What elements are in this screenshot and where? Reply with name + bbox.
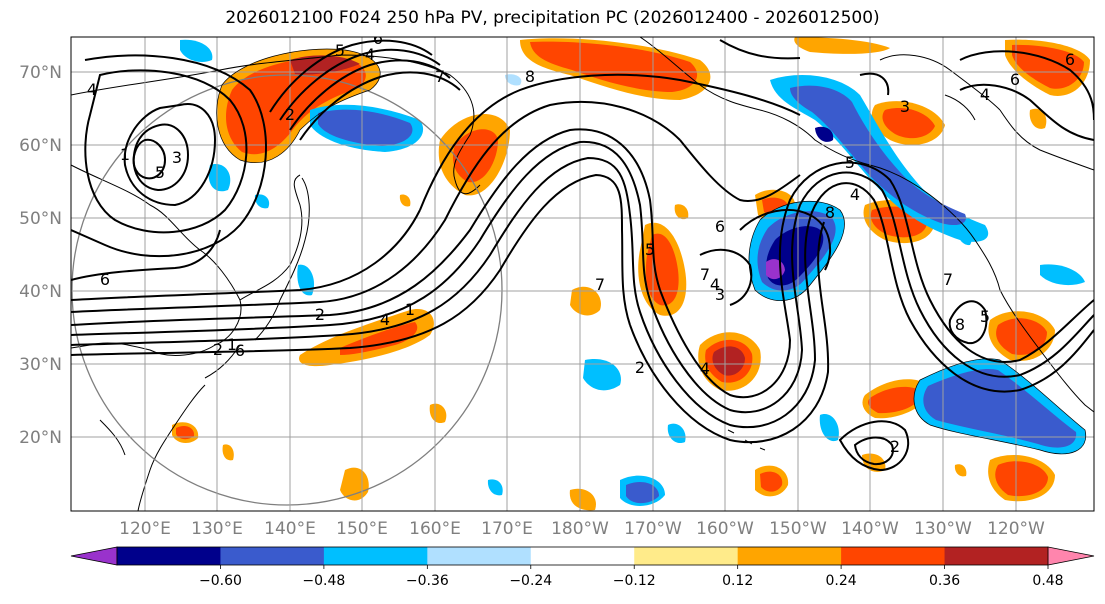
lon-label: 140°E <box>264 519 316 539</box>
pv-contour-label: 4 <box>850 185 860 204</box>
latitude-labels: 70°N 60°N 50°N 40°N 30°N 20°N <box>19 63 62 448</box>
pv-contour-label: 5 <box>645 240 655 259</box>
pv-contour-label: 4 <box>380 310 390 329</box>
lon-label: 170°W <box>624 519 682 539</box>
colorbar-tick-label: 0.48 <box>1032 573 1063 589</box>
pv-contour-label: 5 <box>980 307 990 326</box>
colorbar-tick-label: −0.48 <box>302 573 345 589</box>
pv-contour-label: 3 <box>900 97 910 116</box>
precip-outlines <box>216 48 1087 455</box>
pv-contour-label: 7 <box>700 265 710 284</box>
pv-contour-label: 2 <box>285 105 295 124</box>
colorbar-tick-label: −0.12 <box>613 573 656 589</box>
lon-label: 160°W <box>696 519 754 539</box>
lon-label: 140°W <box>841 519 899 539</box>
pv-contour-label: 2 <box>635 358 645 377</box>
lat-label: 50°N <box>19 209 62 229</box>
lon-label: 160°E <box>409 519 461 539</box>
graticule <box>71 37 1094 511</box>
pv-contour-label: 4 <box>980 85 990 104</box>
lat-label: 20°N <box>19 428 62 448</box>
pv-contour-label: 4 <box>87 80 97 99</box>
colorbar-segment <box>220 547 325 565</box>
pv-contour-label: 2 <box>213 340 223 359</box>
pv-contour-label: 4 <box>700 359 710 378</box>
coastlines <box>71 37 1094 511</box>
pv-contour-label: 7 <box>943 270 953 289</box>
colorbar-tick-label: −0.24 <box>509 573 552 589</box>
colorbar-tick-label: 0.12 <box>722 573 753 589</box>
pv-contour-label: 3 <box>172 148 182 167</box>
pv-contour-label: 8 <box>525 67 535 86</box>
colorbar-segment <box>427 547 532 565</box>
lon-label: 120°W <box>987 519 1045 539</box>
colorbar-segment <box>737 547 842 565</box>
colorbar: −0.60 −0.48 −0.36 −0.24 −0.12 0.12 0.24 0.36 0.4… <box>70 546 1095 589</box>
colorbar-segment <box>323 547 428 565</box>
lat-label: 70°N <box>19 63 62 83</box>
pv-contour-label: 2 <box>315 305 325 324</box>
map-frame <box>70 36 1095 512</box>
pv-contour-label: 1 <box>405 300 415 319</box>
colorbar-segment <box>117 547 221 565</box>
pv-contour-label: 6 <box>1010 70 1020 89</box>
colorbar-tick-label: 0.24 <box>826 573 857 589</box>
pv-contour-label: 6 <box>100 270 110 289</box>
pv-contour-label: 1 <box>227 335 237 354</box>
longitude-labels: 120°E 130°E 140°E 150°E 160°E 170°E 180°W 170°W… <box>119 519 1045 539</box>
lat-label: 60°N <box>19 136 62 156</box>
pv-contour-label: 2 <box>890 437 900 456</box>
lat-label: 40°N <box>19 282 62 302</box>
colorbar-segment <box>841 547 946 565</box>
pv-contour-label: 7 <box>435 67 445 86</box>
pv-contour-label: 5 <box>155 163 165 182</box>
pv-contour-label: 4 <box>365 45 375 64</box>
lon-label: 180°W <box>551 519 609 539</box>
lat-label: 30°N <box>19 355 62 375</box>
lon-label: 150°W <box>769 519 827 539</box>
pv-contour-label: 3 <box>715 285 725 304</box>
pv-contour-label: 5 <box>335 41 345 60</box>
pv-contour-label: 5 <box>845 153 855 172</box>
reference-circle <box>71 74 503 506</box>
colorbar-tick-label: 0.36 <box>929 573 960 589</box>
colorbar-extend-low <box>70 546 118 566</box>
lon-label: 130°E <box>191 519 243 539</box>
pv-contour-label: 6 <box>373 29 383 48</box>
colorbar-extend-high <box>1047 546 1095 566</box>
colorbar-tick-label: −0.60 <box>199 573 242 589</box>
pv-contour-label: 4 <box>710 275 720 294</box>
pv-contour-label: 6 <box>1065 50 1075 69</box>
lon-label: 120°E <box>119 519 171 539</box>
colorbar-segment <box>530 547 635 565</box>
pv-contour-label: 8 <box>825 203 835 222</box>
colorbar-border <box>116 546 1049 566</box>
pv-contour-label: 6 <box>715 217 725 236</box>
page-title: 2026012100 F024 250 hPa PV, precipitatio… <box>225 8 880 28</box>
pv-contour-label: 7 <box>595 275 605 294</box>
pv-contour-label: 6 <box>235 341 245 360</box>
colorbar-segment <box>944 547 1049 565</box>
pv-contour-label: 1 <box>120 145 130 164</box>
colorbar-tick-label: −0.36 <box>406 573 449 589</box>
pv-contour-label: 8 <box>955 315 965 334</box>
colorbar-segment <box>634 547 739 565</box>
precip-negative-anomalies <box>180 39 1086 506</box>
lon-label: 170°E <box>481 519 533 539</box>
lon-label: 130°W <box>914 519 972 539</box>
lon-label: 150°E <box>336 519 388 539</box>
